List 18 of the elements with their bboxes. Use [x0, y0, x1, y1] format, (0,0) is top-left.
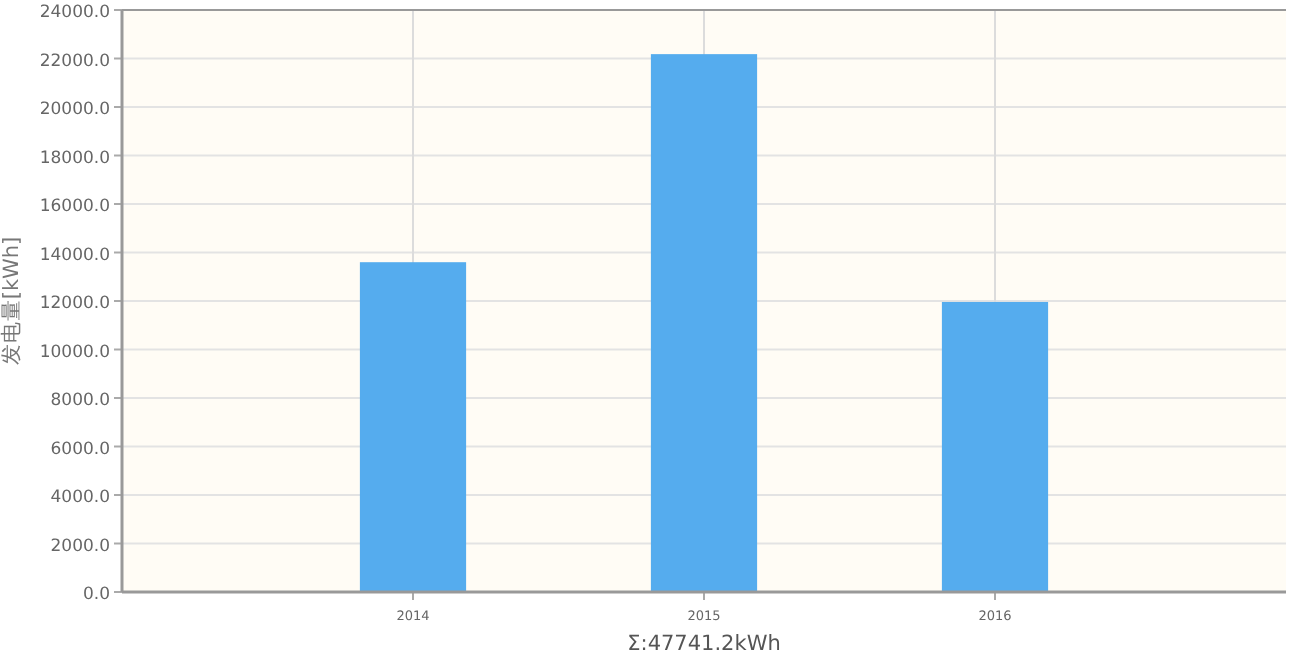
y-tick-label: 2000.0 [50, 536, 110, 557]
y-tick-label: 18000.0 [39, 148, 110, 169]
y-tick-label: 0.0 [82, 585, 110, 605]
y-tick-label: 20000.0 [39, 100, 110, 120]
y-tick-label: 14000.0 [39, 245, 110, 266]
y-tick-label: 16000.0 [39, 197, 110, 217]
x-axis-title: Σ:47741.2kWh [627, 632, 781, 656]
y-tick-label: 4000.0 [50, 488, 110, 508]
bar [359, 262, 467, 592]
y-tick-label: 6000.0 [50, 439, 110, 460]
bar [941, 301, 1049, 592]
bar [650, 54, 758, 592]
y-tick-label: 24000.0 [39, 3, 110, 23]
y-axis-title: 发电量[kWh] [0, 236, 24, 366]
y-tick-label: 10000.0 [39, 342, 110, 363]
y-tick-label: 8000.0 [50, 391, 110, 411]
y-tick-label: 12000.0 [39, 294, 110, 314]
y-tick-label: 22000.0 [39, 51, 110, 72]
